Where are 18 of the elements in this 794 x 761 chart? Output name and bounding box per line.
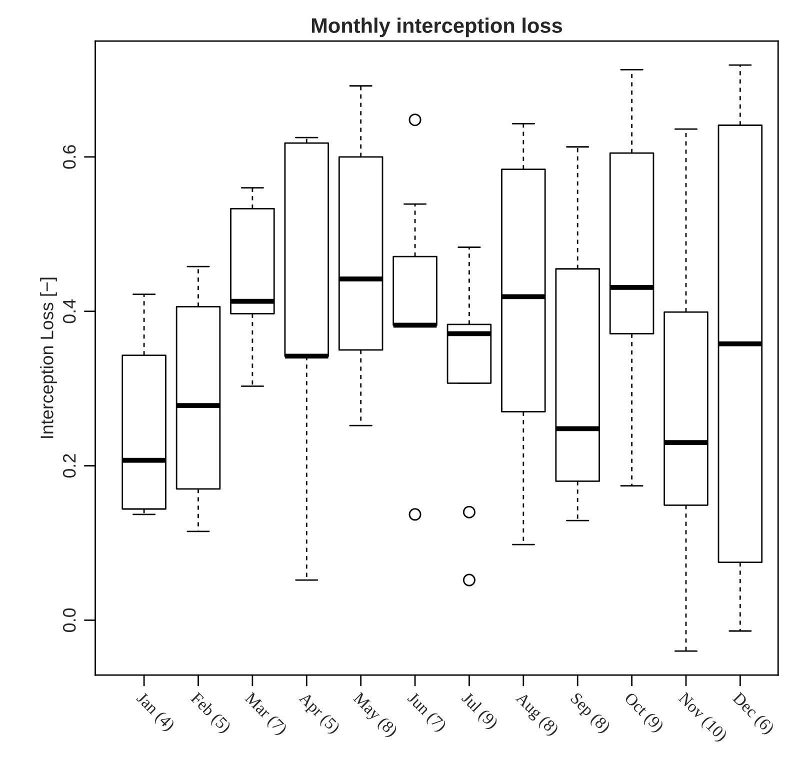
- y-tick-label: 0.6: [62, 145, 76, 169]
- x-tick-label: Sep (8): [568, 692, 612, 736]
- y-tick-label: 0.4: [62, 299, 76, 324]
- x-tick-label: Dec (6): [730, 691, 776, 737]
- chart-title: Monthly interception loss: [312, 18, 562, 38]
- x-tick-label: Mar (7): [242, 691, 288, 738]
- x-tick-label: Feb (5): [188, 691, 232, 736]
- x-tick-label: Jan (4): [134, 691, 176, 734]
- x-tick-label: Aug (8): [512, 691, 560, 738]
- y-tick-label: 0.2: [62, 454, 76, 478]
- y-tick-label: 0.0: [62, 608, 76, 632]
- x-tick-label: May (8): [350, 691, 399, 740]
- x-tick-label: Apr (5): [296, 691, 342, 736]
- x-tick-label: Nov (10): [676, 691, 728, 744]
- x-tick-label: Oct (9): [622, 691, 665, 735]
- y-axis-title: Interception Loss [−]: [40, 278, 57, 438]
- x-tick-label: Jul (9): [458, 691, 500, 732]
- x-tick-label: Jun (7): [404, 691, 448, 734]
